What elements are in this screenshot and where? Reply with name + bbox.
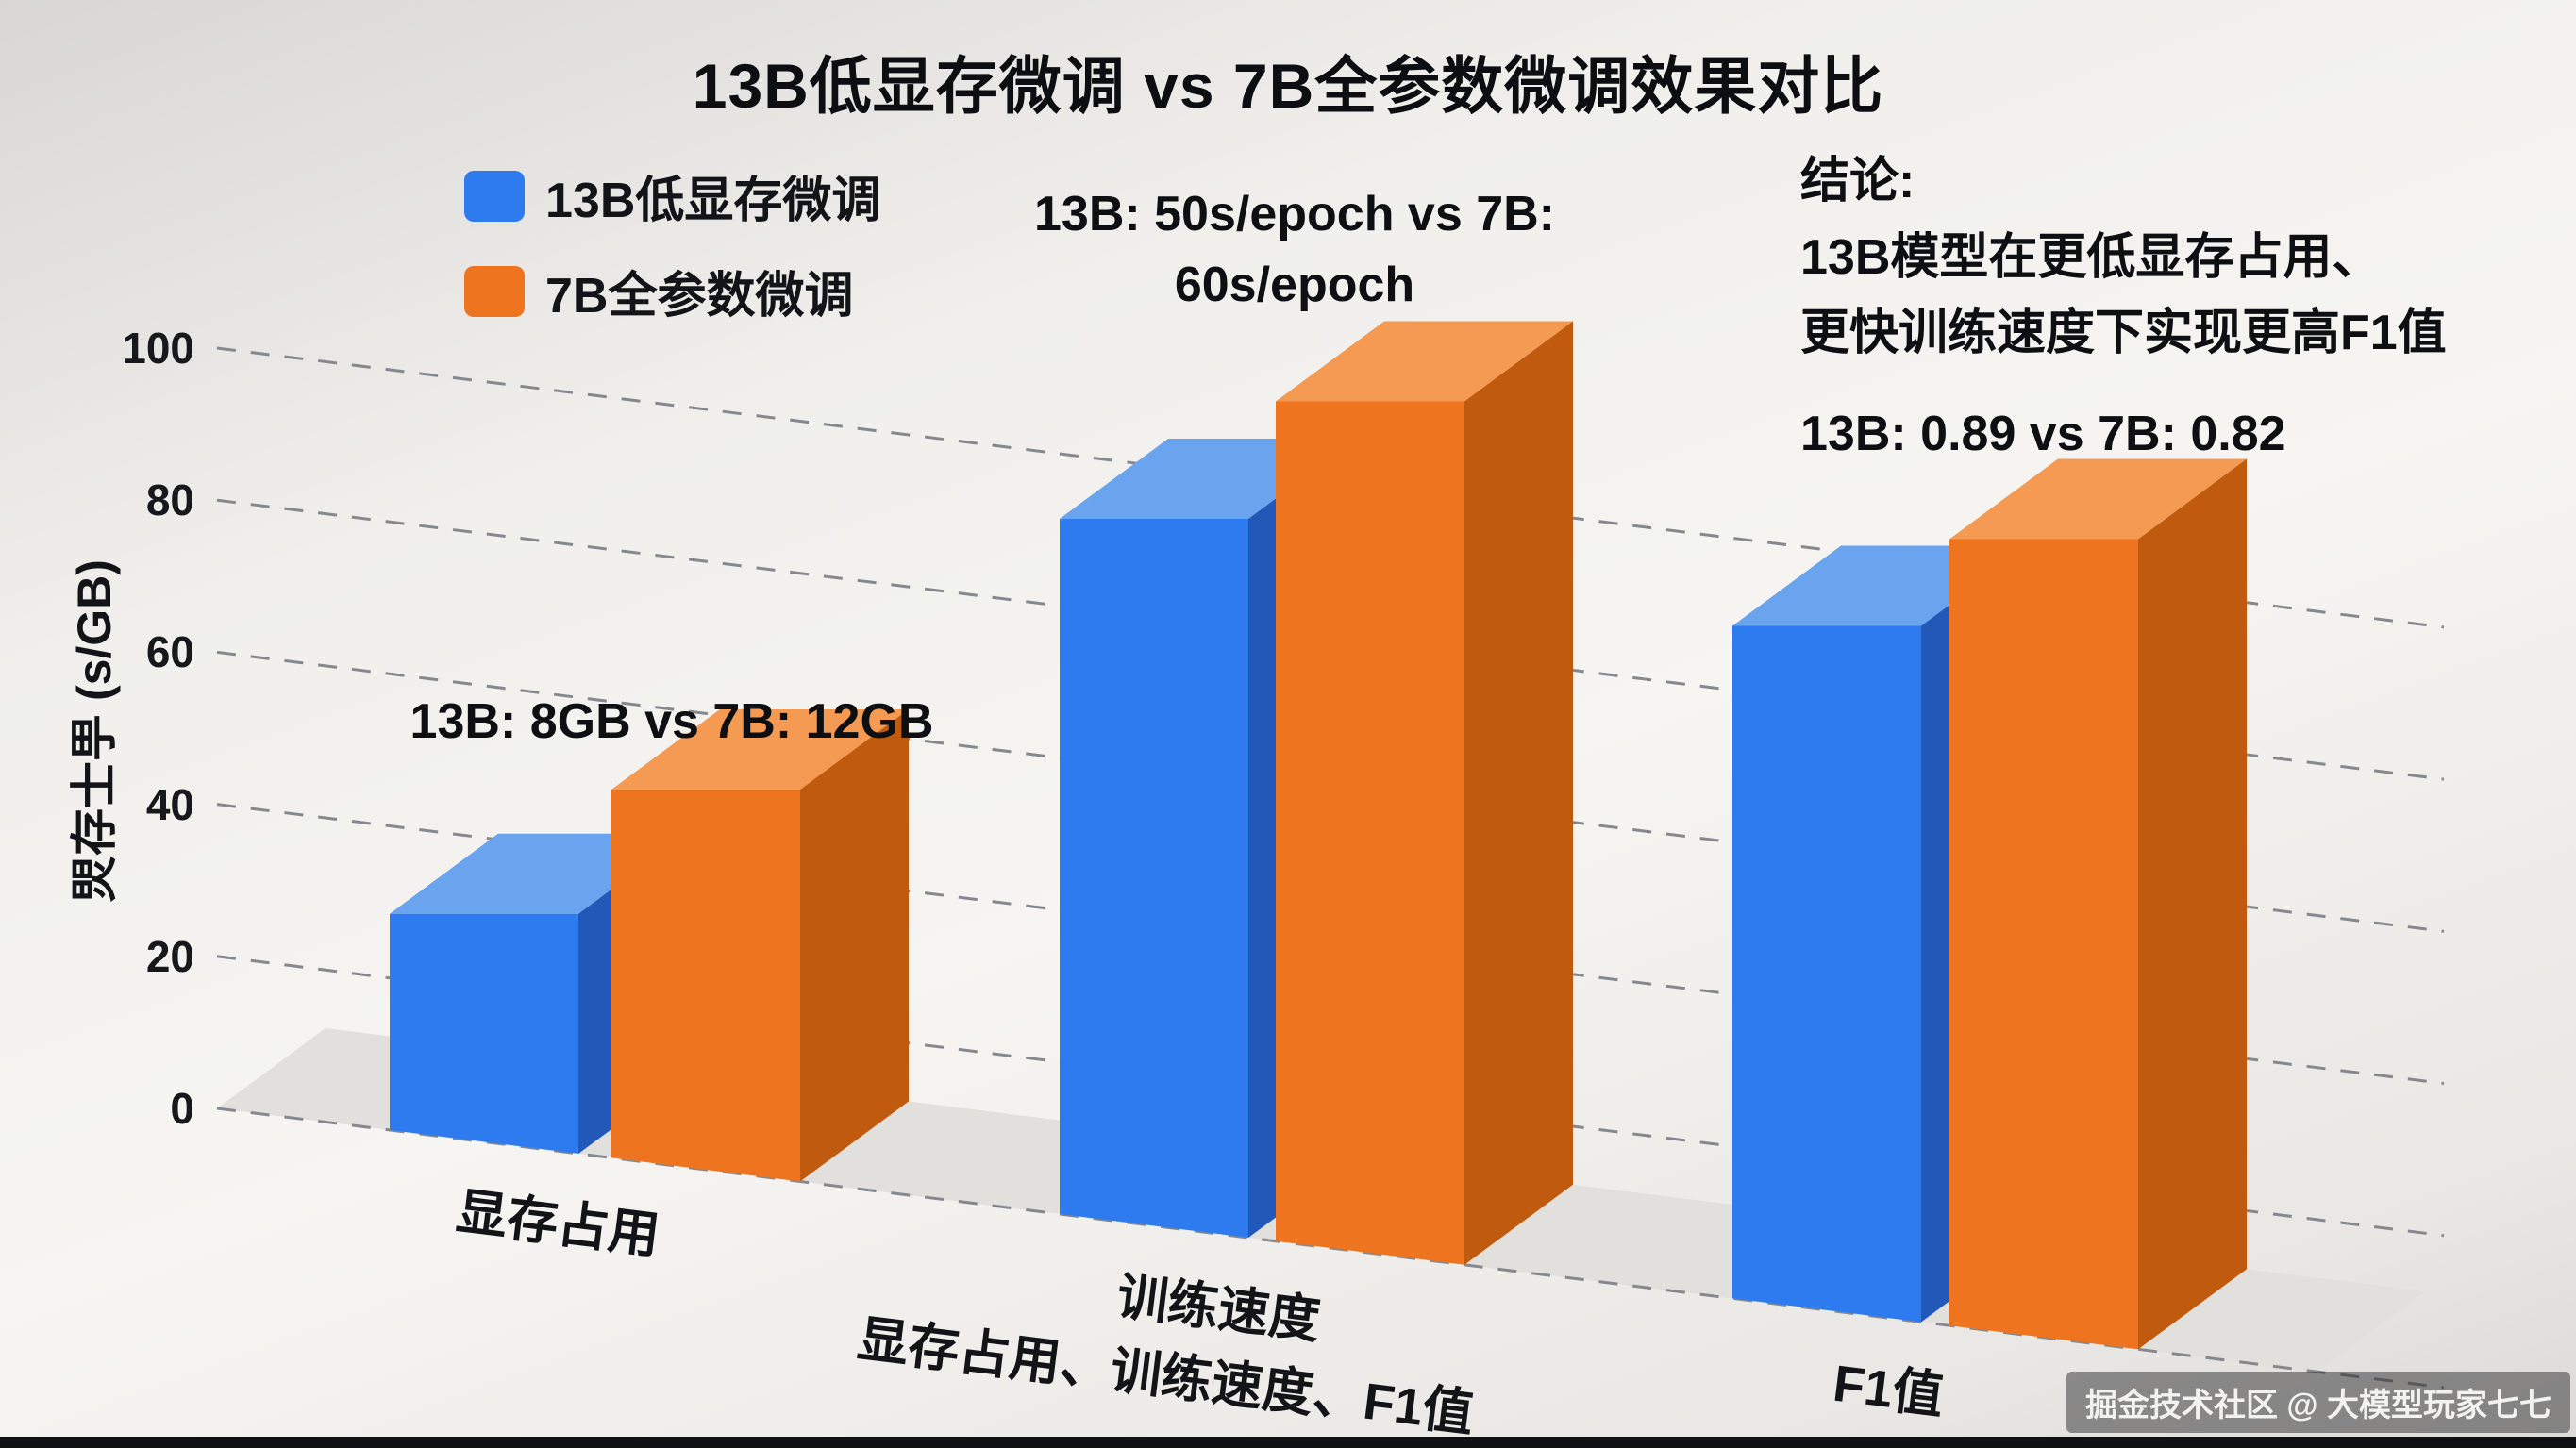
annotation-speed-line1: 13B: 50s/epoch vs 7B: (1033, 187, 1556, 241)
legend-swatch-7b-icon (464, 265, 525, 317)
y-tick-0: 0 (170, 1084, 194, 1133)
annotation-speed: 13B: 50s/epoch vs 7B: 60s/epoch (1034, 179, 1555, 322)
bar-7b-f1-side (2138, 458, 2247, 1350)
y-tick-20: 20 (145, 932, 194, 981)
annotation-f1: 13B: 0.89 vs 7B: 0.82 (1800, 407, 2286, 461)
annotation-speed-line2: 60s/epoch (1174, 258, 1415, 313)
watermark: 掘金技术社区 @ 大模型玩家七七 (2066, 1372, 2570, 1433)
bar-13b-speed-front (1060, 518, 1248, 1239)
bar-7b-memory-side (800, 708, 909, 1182)
chart-title: 13B低显存微调 vs 7B全参数微调效果对比 (692, 51, 1884, 121)
bar-7b-speed-front (1276, 401, 1464, 1265)
annotation-conclusion: 结论: 13B模型在更低显存占用、 更快训练速度下实现更高F1值 (1800, 143, 2447, 372)
bar-7b-memory-top (611, 708, 909, 790)
legend-label-7b: 7B全参数微调 (545, 269, 854, 324)
chart-legend: 13B低显存微调 7B全参数微调 (464, 160, 880, 326)
category-label-f1: F1值 (1830, 1355, 1948, 1425)
bar-7b-speed-side (1464, 321, 1573, 1265)
bar-7b-f1-front (1949, 539, 2138, 1350)
bar-7b-memory-front (611, 789, 800, 1182)
y-tick-80: 80 (145, 475, 194, 524)
annotation-conclusion-title: 结论: (1800, 154, 1915, 208)
y-tick-40: 40 (145, 780, 194, 829)
legend-swatch-13b-icon (464, 170, 525, 222)
y-tick-100: 100 (122, 324, 194, 373)
annotation-conclusion-line1: 13B模型在更低显存占用、 (1800, 229, 2382, 285)
bar-7b-f1-top (1949, 458, 2247, 540)
y-tick-60: 60 (145, 627, 194, 676)
legend-item-13b: 13B低显存微调 (464, 160, 880, 231)
legend-item-7b: 7B全参数微调 (464, 256, 880, 326)
annotation-memory: 13B: 8GB vs 7B: 12GB (410, 694, 934, 749)
y-axis-label: 焸存士甼 (s/GB) (68, 559, 121, 903)
bottom-edge-bar (0, 1437, 2576, 1448)
annotation-conclusion-line2: 更快训练速度下实现更高F1值 (1800, 306, 2447, 361)
bar-13b-f1-front (1732, 625, 1921, 1323)
legend-label-13b: 13B低显存微调 (545, 174, 881, 228)
bar-7b-speed-top (1276, 321, 1573, 402)
bar-13b-memory-front (390, 913, 578, 1155)
